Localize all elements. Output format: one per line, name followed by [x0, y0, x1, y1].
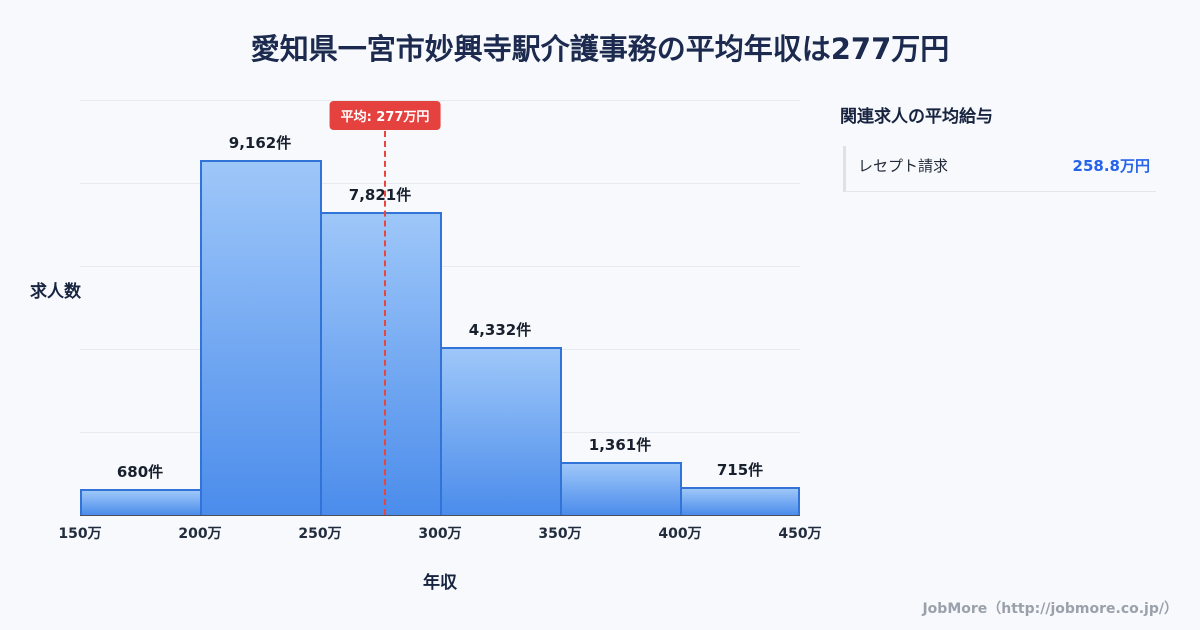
- x-tick-label: 150万: [58, 526, 102, 542]
- histogram-bar: [320, 212, 442, 515]
- related-job-item[interactable]: レセプト請求 258.8万円: [843, 146, 1156, 192]
- bar-value-label: 9,162件: [228, 134, 292, 152]
- histogram-bar: [440, 347, 562, 515]
- related-job-value: 258.8万円: [1072, 157, 1150, 175]
- page-title: 愛知県一宮市妙興寺駅介護事務の平均年収は277万円: [250, 32, 950, 66]
- x-tick-label: 450万: [778, 526, 822, 542]
- gridline: [80, 100, 800, 101]
- gridline: [80, 183, 800, 184]
- x-tick-label: 200万: [178, 526, 222, 542]
- x-tick-label: 250万: [298, 526, 342, 542]
- average-label: 平均: 277万円: [329, 101, 441, 130]
- histogram-chart: 680件 9,162件 7,821件 4,332件 1,361件 715件 150万 200万…: [58, 100, 822, 542]
- x-tick-label: 400万: [658, 526, 702, 542]
- histogram-bar: [200, 160, 322, 515]
- histogram-bar: [560, 462, 682, 515]
- bar-value-label: 4,332件: [468, 321, 532, 339]
- histogram-bar: [680, 487, 800, 515]
- average-line: [384, 131, 386, 515]
- y-axis-label: 求人数: [30, 282, 81, 302]
- footer-credit: JobMore（http://jobmore.co.jp/）: [922, 601, 1178, 617]
- related-jobs-heading: 関連求人の平均給与: [840, 107, 993, 127]
- bar-value-label: 715件: [716, 461, 764, 479]
- bar-value-label: 7,821件: [348, 186, 412, 204]
- x-tick-label: 300万: [418, 526, 462, 542]
- x-tick-label: 350万: [538, 526, 582, 542]
- related-job-label: レセプト請求: [858, 157, 949, 175]
- x-axis-label: 年収: [423, 573, 457, 593]
- bar-value-label: 1,361件: [588, 436, 652, 454]
- bar-value-label: 680件: [116, 463, 164, 481]
- histogram-bar: [80, 489, 202, 515]
